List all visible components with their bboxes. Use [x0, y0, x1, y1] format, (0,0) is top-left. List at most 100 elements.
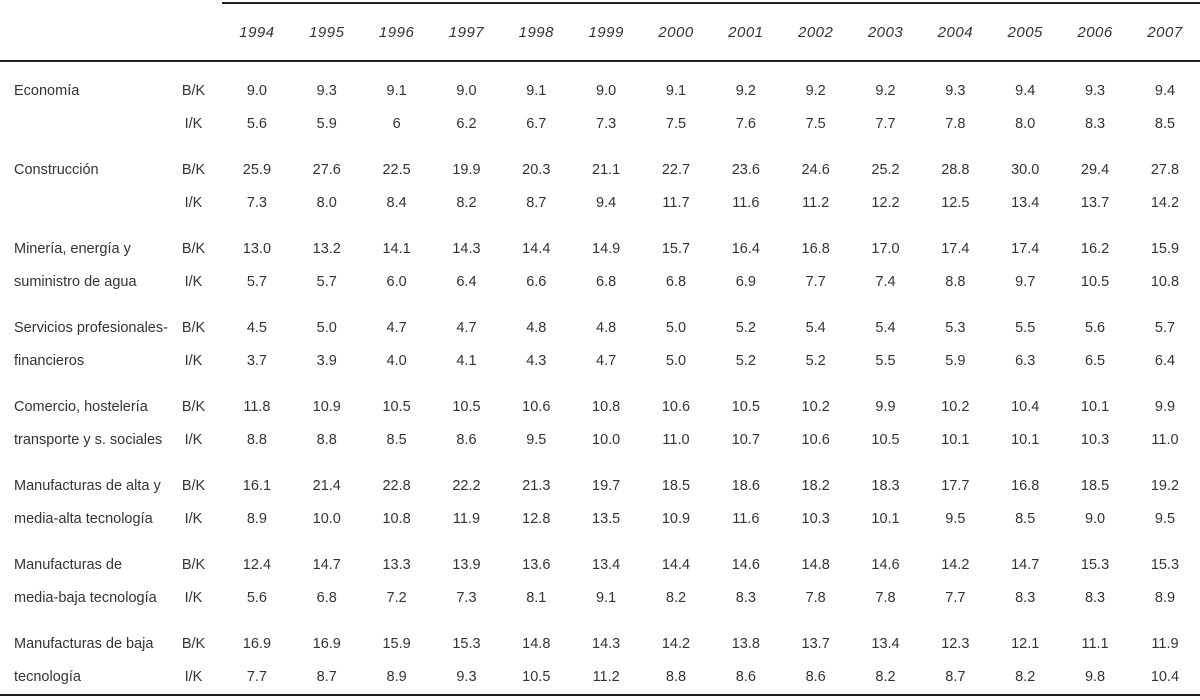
value-cell-ik: 5.9 [316, 116, 337, 132]
value-cell-ik: 3.9 [316, 353, 337, 369]
value-cell-bk: 9.2 [805, 83, 826, 99]
value-cell-bk: 10.9 [312, 399, 341, 415]
value-cell-bk: 25.9 [242, 162, 272, 178]
value-cell-bk: 5.4 [805, 320, 826, 336]
value-cell-ik: 4.7 [596, 353, 617, 369]
value-cell-bk: 10.8 [592, 399, 621, 415]
value-cell-bk: 15.3 [1150, 557, 1180, 573]
year-header: 2004 [920, 2, 991, 62]
table-row-ik: I/K 5.6 6.8 7.2 7.3 8.1 9.1 8.2 8.3 7.8 7.8 7.7 8.3 8… [0, 582, 1200, 615]
sector-label: Manufacturas de media-baja tecnología [0, 536, 165, 615]
value-cell-ik: 13.5 [592, 511, 621, 527]
value-cell-bk: 14.6 [731, 557, 760, 573]
value-cell-ik: 7.3 [456, 590, 477, 606]
value-cell-bk: 4.7 [386, 320, 407, 336]
value-cell-bk: 9.0 [456, 83, 477, 99]
value-cell-ik: 12.2 [871, 195, 900, 211]
value-cell-ik: 6.6 [526, 274, 547, 290]
value-cell-ik: 8.7 [920, 661, 991, 696]
value-cell-ik: 11.2 [802, 195, 830, 211]
value-cell-ik: 11.9 [452, 511, 481, 527]
sector-label-line: suministro de agua [14, 274, 137, 290]
value-cell-ik: 10.3 [801, 511, 830, 527]
value-cell-ik: 8.5 [1154, 116, 1176, 132]
value-cell-ik: 10.1 [941, 432, 970, 448]
value-cell-ik: 7.8 [945, 116, 966, 132]
value-cell-bk: 9.2 [875, 83, 896, 99]
value-cell-bk: 16.8 [1011, 478, 1040, 494]
value-cell-ik: 5.5 [875, 353, 896, 369]
value-cell-bk: 13.9 [452, 557, 481, 573]
year-header: 1995 [291, 2, 362, 62]
value-cell-ik: 8.4 [386, 195, 407, 211]
value-cell-ik: 8.1 [526, 590, 547, 606]
value-cell-ik: 10.9 [661, 511, 691, 527]
value-cell-bk: 9.1 [665, 83, 687, 99]
ratio-label-ik: I/K [184, 511, 203, 527]
value-cell-bk: 9.3 [945, 83, 966, 99]
value-cell-bk: 15.9 [382, 636, 411, 652]
value-cell-bk: 18.3 [871, 478, 900, 494]
value-cell-bk: 23.6 [731, 162, 760, 178]
table-row-ik: I/K 3.7 3.9 4.0 4.1 4.3 4.7 5.0 5.2 5.2 5.5 5.9 6.3 6… [0, 345, 1200, 378]
year-header: 1994 [222, 2, 292, 62]
value-cell-ik: 4.0 [386, 353, 407, 369]
value-cell-bk: 13.2 [312, 241, 341, 257]
ratio-label-ik: I/K [184, 432, 203, 448]
value-cell-bk: 10.6 [661, 399, 691, 415]
value-cell-bk: 10.1 [1080, 399, 1110, 415]
value-cell-bk: 16.9 [312, 636, 341, 652]
value-cell-ik: 6.8 [665, 274, 687, 290]
value-cell-bk: 10.4 [1011, 399, 1040, 415]
value-cell-bk: 16.1 [242, 478, 272, 494]
ratio-label-ik: I/K [184, 274, 203, 290]
value-cell-bk: 9.9 [1154, 399, 1176, 415]
value-cell-ik: 8.0 [316, 195, 337, 211]
ratio-label-ik: I/K [165, 661, 222, 696]
value-cell-bk: 19.7 [592, 478, 621, 494]
value-cell-bk: 17.0 [871, 241, 900, 257]
ratio-label-ik: I/K [184, 195, 203, 211]
value-cell-bk: 14.9 [592, 241, 621, 257]
value-cell-bk: 9.1 [386, 83, 407, 99]
value-cell-bk: 30.0 [1011, 162, 1040, 178]
value-cell-ik: 8.2 [665, 590, 687, 606]
value-cell-ik: 11.6 [732, 195, 760, 211]
table-row-bk: Minería, energía y suministro de agua B/K 1… [0, 220, 1200, 290]
value-cell-bk: 5.6 [1084, 320, 1106, 336]
sector-group: Comercio, hostelería transporte y s. soci… [0, 378, 1200, 457]
value-cell-ik: 12.8 [522, 511, 551, 527]
value-cell-bk: 14.8 [801, 557, 830, 573]
table-row-ik: I/K 8.8 8.8 8.5 8.6 9.5 10.0 11.0 10.7 10.6 10.5 10… [0, 424, 1200, 457]
value-cell-bk: 15.3 [452, 636, 481, 652]
year-header: 2005 [990, 2, 1061, 62]
sector-group: Construcción B/K 25.9 27.6 22.5 19.9 20.3 21.1 2… [0, 141, 1200, 220]
value-cell-bk: 14.4 [661, 557, 691, 573]
value-cell-ik: 9.5 [526, 432, 547, 448]
value-cell-bk: 9.0 [596, 83, 617, 99]
value-cell-bk: 9.9 [875, 399, 896, 415]
value-cell-bk: 27.6 [312, 162, 341, 178]
value-cell-bk: 15.3 [1080, 557, 1110, 573]
value-cell-bk: 5.5 [1015, 320, 1036, 336]
sector-label-line: Manufacturas de alta y [14, 478, 161, 494]
value-cell-bk: 16.2 [1080, 241, 1110, 257]
value-cell-ik: 6.7 [526, 116, 547, 132]
value-cell-ik: 8.6 [780, 661, 851, 696]
value-cell-ik: 7.4 [875, 274, 896, 290]
table-row-ik: I/K 5.7 5.7 6.0 6.4 6.6 6.8 6.8 6.9 7.7 7.4 8.8 9.7 1… [0, 266, 1200, 299]
value-cell-ik: 7.7 [945, 590, 966, 606]
value-cell-ik: 10.1 [1011, 432, 1040, 448]
value-cell-ik: 9.5 [945, 511, 966, 527]
value-cell-bk: 13.4 [592, 557, 621, 573]
value-cell-ik: 10.4 [1129, 661, 1200, 696]
value-cell-ik: 7.8 [875, 590, 896, 606]
value-cell-ik: 7.7 [875, 116, 896, 132]
value-cell-bk: 9.1 [526, 83, 547, 99]
value-cell-ik: 6.5 [1084, 353, 1106, 369]
year-header: 1999 [571, 2, 642, 62]
value-cell-bk: 17.4 [1011, 241, 1040, 257]
value-cell-ik: 9.0 [1084, 511, 1106, 527]
value-cell-bk: 17.7 [941, 478, 970, 494]
value-cell-bk: 13.4 [871, 636, 900, 652]
